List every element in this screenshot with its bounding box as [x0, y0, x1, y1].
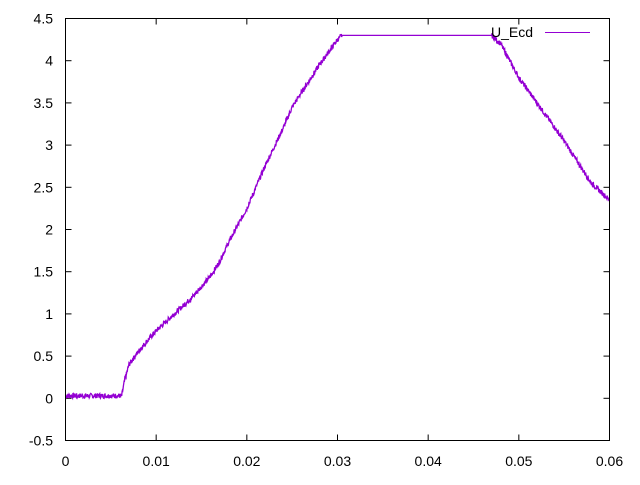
y-tick-label: 0.5	[34, 348, 54, 364]
x-tick-label: 0.01	[143, 453, 170, 469]
legend: U_Ecd	[491, 24, 590, 40]
legend-label: U_Ecd	[491, 24, 533, 40]
axis-ticks: 0 0.01 0.02 0.03 0.04 0.05 0.06 -0.5 0 0.5 1 1.5 2 2.…	[29, 11, 623, 470]
x-tick-label: 0	[62, 453, 70, 469]
y-tick-label: 4	[45, 53, 53, 69]
x-tick-label: 0.06	[596, 453, 623, 469]
y-tick-label: -0.5	[29, 433, 53, 449]
series-line-u-ecd	[65, 33, 611, 401]
y-tick-label: 2.5	[34, 179, 54, 195]
series-layer	[65, 33, 611, 401]
y-tick-label: 1.5	[34, 264, 54, 280]
y-tick-label: 1	[45, 306, 53, 322]
y-tick-label: 3	[45, 137, 53, 153]
x-tick-label: 0.02	[233, 453, 260, 469]
x-tick-label: 0.05	[505, 453, 532, 469]
y-tick-label: 2	[45, 222, 53, 238]
y-tick-label: 3.5	[34, 95, 54, 111]
x-tick-label: 0.03	[324, 453, 351, 469]
plot-border	[65, 18, 610, 441]
y-tick-label: 0	[45, 390, 53, 406]
x-tick-label: 0.04	[415, 453, 442, 469]
y-tick-label: 4.5	[34, 11, 54, 27]
